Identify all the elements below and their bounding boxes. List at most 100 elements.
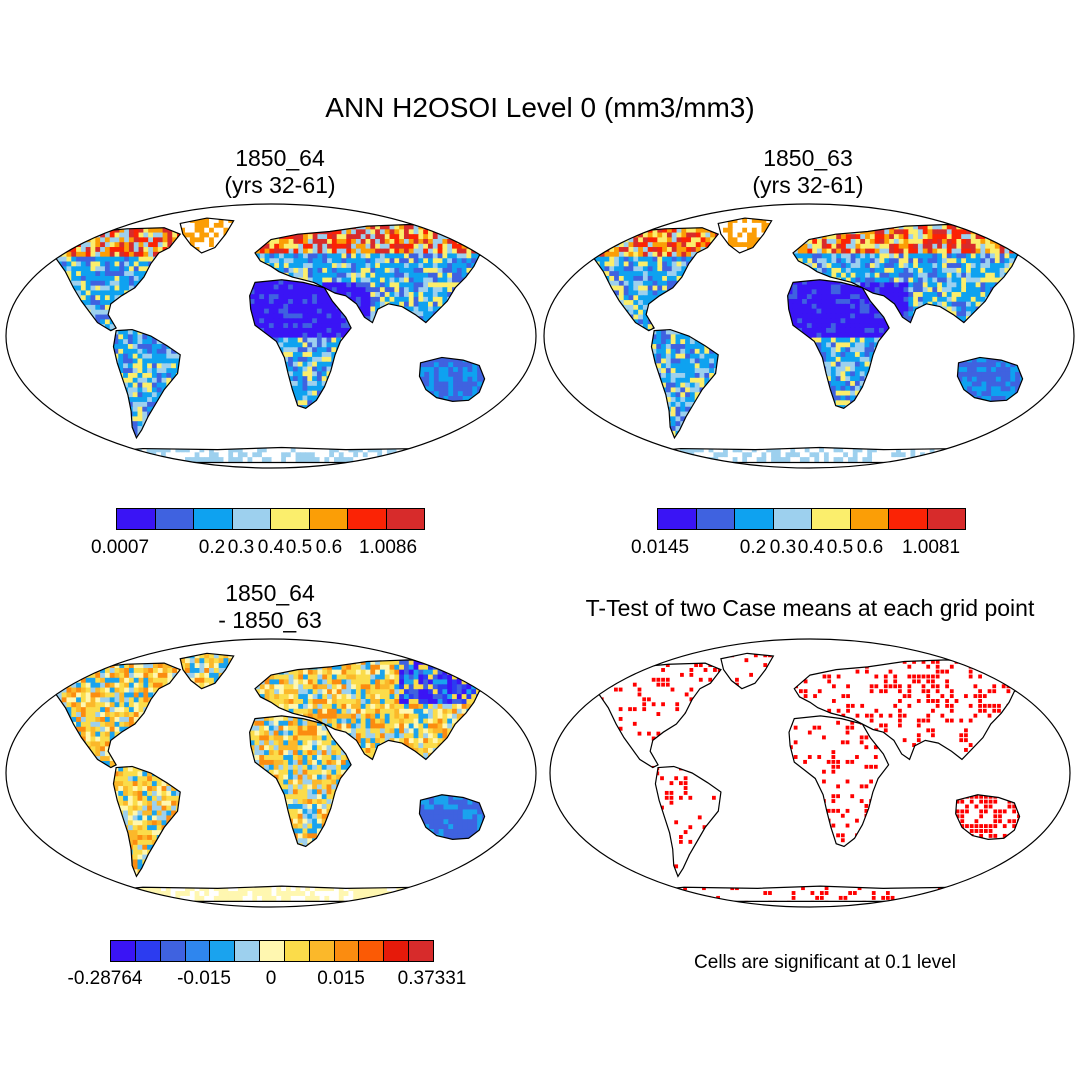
panel-1-title-line1: 1850_64 <box>235 145 325 171</box>
coastline-greenland <box>717 217 773 254</box>
panel-1-colorbar-labels: 0.0007 0.2 0.3 0.4 0.5 0.6 1.0086 <box>0 537 540 561</box>
coastline-greenland <box>720 652 775 690</box>
map-border <box>549 638 1071 908</box>
panel-2-title: 1850_63 (yrs 32-61) <box>658 145 958 199</box>
panel-1-swatch-7 <box>386 509 424 529</box>
coastline-australia <box>418 794 486 840</box>
region-greenland <box>720 653 774 689</box>
region-antarctica <box>84 447 485 463</box>
region-samerica <box>651 329 719 438</box>
coastline-namerica <box>51 662 182 769</box>
region-greenland <box>180 218 234 253</box>
region-antarctica <box>84 886 485 902</box>
panel-4-note: Cells are significant at 0.1 level <box>694 952 956 973</box>
map-border <box>5 638 537 908</box>
panel-3-tick-label-3: 0.015 <box>317 968 365 989</box>
panel-2-tick-label-2: 0.3 <box>769 537 797 558</box>
map-border <box>543 203 1075 469</box>
panel-3-swatch-8 <box>309 941 335 961</box>
coastline-africa <box>249 715 352 848</box>
panel-3-title-line1: 1850_64 <box>225 580 315 606</box>
panel-3-swatch-1 <box>135 941 161 961</box>
panel-3-tick-label-4: 0.37331 <box>397 968 467 989</box>
panel-1-swatch-0 <box>117 509 156 529</box>
main-title: ANN H2OSOI Level 0 (mm3/mm3) <box>325 92 755 123</box>
panel-2-tick-label-6: 1.0081 <box>901 537 961 558</box>
panel-1-swatch-3 <box>232 509 271 529</box>
coastline-samerica <box>650 328 719 440</box>
panel-3-colorbar-labels: -0.28764 -0.015 0 0.015 0.37331 <box>0 968 540 992</box>
panel-2-tick-label-0: 0.0145 <box>630 537 690 558</box>
panel-3-colorbar <box>110 940 434 962</box>
region-greenland <box>718 218 772 253</box>
panel-1-map <box>5 203 537 469</box>
panel-3-swatch-6 <box>260 941 285 961</box>
coastline-africa <box>787 279 890 410</box>
coastline-samerica <box>654 765 722 878</box>
panel-3-tick-label-2: 0 <box>265 968 277 989</box>
region-africa <box>249 715 352 847</box>
panel-2-swatch-4 <box>812 509 851 529</box>
region-africa <box>249 279 352 409</box>
region-australia <box>957 357 1023 402</box>
coastline-australia <box>418 356 486 402</box>
panel-2-swatch-7 <box>927 509 965 529</box>
panel-3-title-line2: - 1850_63 <box>218 607 322 633</box>
coastline-namerica <box>589 227 720 332</box>
panel-1-tick-label-0: 0.0007 <box>90 537 150 558</box>
map-border <box>5 203 537 469</box>
panel-2-colorbar <box>657 508 966 530</box>
panel-2-title-line1: 1850_63 <box>763 145 853 171</box>
panel-3-swatch-2 <box>160 941 186 961</box>
panel-2-map <box>543 203 1075 469</box>
region-antarctica <box>622 447 1023 463</box>
panel-1-tick-label-2: 0.3 <box>227 537 255 558</box>
panel-3-tick-label-1: -0.015 <box>177 968 231 989</box>
panel-2-colorbar-labels: 0.0145 0.2 0.3 0.4 0.5 0.6 1.0081 <box>0 537 1080 561</box>
panel-3-swatch-0 <box>111 941 136 961</box>
panel-1-swatch-1 <box>155 509 194 529</box>
coastline-africa <box>249 279 352 410</box>
coastline-greenland <box>179 652 235 690</box>
panel-3-swatch-3 <box>185 941 211 961</box>
region-samerica <box>113 329 181 438</box>
panel-2-swatch-5 <box>850 509 889 529</box>
panel-3-swatch-5 <box>235 941 261 961</box>
region-namerica <box>52 663 181 768</box>
region-namerica <box>595 663 721 768</box>
region-samerica <box>113 766 181 877</box>
panel-4-map <box>549 638 1071 908</box>
coastline-greenland <box>179 217 235 254</box>
panel-3-swatch-12 <box>409 941 433 961</box>
panel-1-swatch-5 <box>309 509 348 529</box>
coastline-samerica <box>112 328 181 440</box>
region-namerica <box>590 227 719 331</box>
panel-1-tick-label-5: 0.6 <box>315 537 343 558</box>
panel-1-tick-label-3: 0.4 <box>257 537 285 558</box>
panel-2-tick-label-5: 0.6 <box>856 537 884 558</box>
region-africa <box>787 279 890 409</box>
panel-2-swatch-6 <box>889 509 928 529</box>
region-samerica <box>655 766 721 877</box>
panel-2-swatch-0 <box>658 509 697 529</box>
coastline-africa <box>788 715 890 848</box>
panel-1-swatch-4 <box>271 509 310 529</box>
panel-1-tick-label-4: 0.5 <box>285 537 313 558</box>
panel-1-title-line2: (yrs 32-61) <box>224 172 336 198</box>
panel-3-map <box>5 638 537 908</box>
panel-3-swatch-7 <box>284 941 310 961</box>
coastline-namerica <box>51 227 182 332</box>
coastline-namerica <box>594 662 722 769</box>
panel-2-swatch-3 <box>773 509 812 529</box>
coastline-australia <box>955 794 1021 840</box>
panel-1-title: 1850_64 (yrs 32-61) <box>130 145 430 199</box>
region-greenland <box>180 653 234 689</box>
panel-3-swatch-4 <box>210 941 236 961</box>
region-namerica <box>52 227 181 331</box>
panel-4-title: T-Test of two Case means at each grid po… <box>585 595 1035 621</box>
coastline-australia <box>956 356 1024 402</box>
panel-2-title-line2: (yrs 32-61) <box>752 172 864 198</box>
panel-3-swatch-11 <box>384 941 410 961</box>
panel-3-swatch-10 <box>359 941 385 961</box>
panel-3-tick-label-0: -0.28764 <box>67 968 143 989</box>
